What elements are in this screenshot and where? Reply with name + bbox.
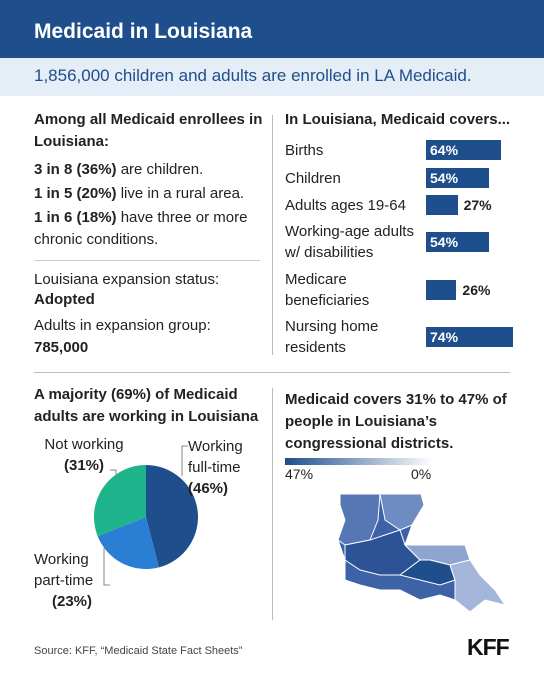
district [449,559,507,613]
bar-label: Working-age adults w/ disabilities [285,223,414,261]
pie-value-label: (23%) [52,593,93,610]
bar-value-label: 54% [430,234,459,250]
pie-chart [94,445,199,586]
map-title: Medicaid covers 31% to 47% of people in … [285,391,507,452]
separator [34,260,260,261]
leader-line [103,548,110,586]
fact-text: live in a rural area. [116,185,245,202]
leader-line [181,445,188,476]
pie-label: Working full-time (46%) [188,436,268,499]
subtitle: 1,856,000 children and adults are enroll… [34,66,472,85]
fact-bold: 1 in 6 (18%) [34,209,117,226]
district [398,559,456,586]
pie-slice [97,517,159,569]
page-title: Medicaid in Louisiana [34,20,253,43]
facts: 3 in 8 (36%) are children. 1 in 5 (20%) l… [34,159,264,253]
fact: 1 in 5 (20%) live in a rural area. [34,183,264,205]
bar-label: Children [285,169,341,187]
bar [426,168,490,188]
fact: 1 in 6 (18%) have three or more chronic … [34,207,264,251]
enrollees-heading: Among all Medicaid enrollees in Louisian… [34,111,263,150]
bar-title: In Louisiana, Medicaid covers... [285,111,511,128]
bar-value-label: 26% [462,282,491,298]
group-label: Adults in expansion group: [34,317,211,334]
bar-value-label: 64% [430,142,459,158]
district [379,493,425,531]
pie-slice [94,465,146,537]
bar-value-label: 27% [463,197,492,213]
subtitle-band [0,58,544,96]
legend-gradient [285,458,433,465]
pie-title: A majority (69%) of Medicaid adults are … [34,386,259,425]
fact: 3 in 8 (36%) are children. [34,159,264,181]
pie-slice [146,465,199,568]
expansion-status: Adopted [34,291,95,308]
pie-category: Not working [44,436,124,453]
bar [426,232,490,252]
divider [272,115,273,355]
fact-text: have three or more chronic conditions. [34,209,248,248]
bar-value-label: 74% [430,329,459,345]
district [344,529,421,576]
divider [272,388,273,620]
pie-value-label: (46%) [188,480,229,497]
bar [426,280,457,300]
legend-min: 0% [411,466,432,482]
fact-bold: 3 in 8 (36%) [34,161,117,178]
bar-label: Births [285,141,324,159]
fact-bold: 1 in 5 (20%) [34,185,117,202]
separator [34,372,510,373]
map [337,493,507,613]
bar [426,327,513,347]
bar-label: Adults ages 19-64 [285,196,406,214]
fact-text: are children. [116,161,204,178]
header-band [0,0,544,58]
source: Source: KFF, “Medicaid State Fact Sheets… [34,645,243,657]
pie-category: Working part-time [34,551,94,589]
bar [426,195,458,215]
bar-label: Nursing home residents [285,318,379,356]
pie-label: Not working (31%) [34,434,134,476]
bar-label: Medicare beneficiaries [285,271,370,309]
legend-max: 47% [285,466,314,482]
bar-value-label: 54% [430,170,459,186]
logo: KFF [467,634,510,660]
bar [426,140,501,160]
group-value: 785,000 [34,339,89,356]
pie-value-label: (31%) [63,457,104,474]
expansion-label: Louisiana expansion status: [34,271,220,288]
pie-label: Working part-time (23%) [34,549,106,612]
pie-category: Working full-time [188,438,243,476]
